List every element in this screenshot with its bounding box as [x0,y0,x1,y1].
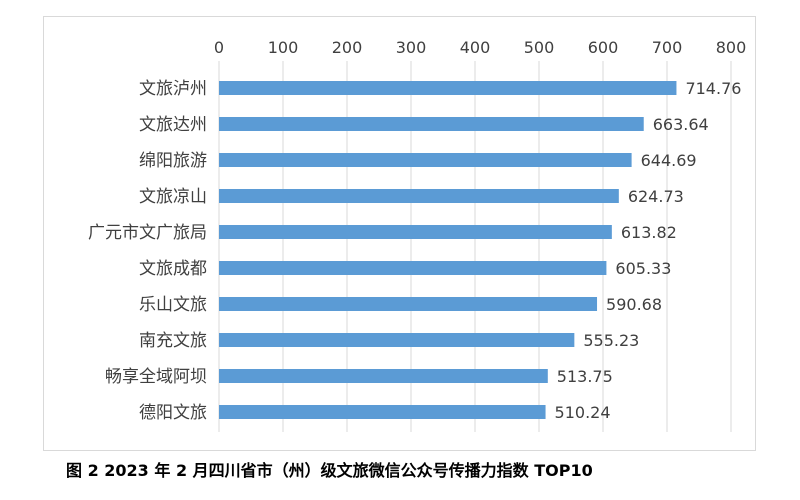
bar [219,297,598,311]
data-label: 605.33 [615,259,671,278]
category-label: 南充文旅 [139,331,207,351]
data-label: 624.73 [628,187,684,206]
chart-area: 0 100 200 300 400 500 600 700 800 文旅泸州 文旅达州 绵阳旅游 文旅… [43,16,756,451]
value-labels: 714.76 663.64 644.69 624.73 613.82 605.33 590.… [555,79,742,422]
bar [219,333,575,347]
x-tick-label: 400 [460,38,491,57]
figure-caption: 图 2 2023 年 2 月四川省市（州）级文旅微信公众号传播力指数 TOP10 [66,461,593,480]
category-label: 文旅凉山 [139,187,207,207]
data-label: 510.24 [555,403,611,422]
bar [219,261,607,275]
category-label: 文旅泸州 [139,79,207,99]
x-tick-label: 600 [588,38,619,57]
category-label: 绵阳旅游 [139,151,207,171]
category-label: 广元市文广旅局 [88,223,207,243]
x-tick-label: 100 [268,38,299,57]
bar [219,189,619,203]
bar [219,405,546,419]
bar-chart: 0 100 200 300 400 500 600 700 800 文旅泸州文旅达州绵阳旅游文旅… [88,38,746,432]
data-label: 555.23 [583,331,639,350]
x-tick-label: 200 [332,38,363,57]
category-label: 文旅成都 [139,259,207,279]
category-label: 文旅达州 [139,115,207,135]
x-tick-label: 0 [214,38,224,57]
data-label: 714.76 [685,79,741,98]
x-tick-label: 500 [524,38,555,57]
bar [219,81,677,95]
x-axis-tick-labels: 0 100 200 300 400 500 600 700 800 [214,38,746,57]
bar [219,117,644,131]
category-label: 德阳文旅 [139,403,207,423]
category-label: 乐山文旅 [139,295,207,315]
data-label: 644.69 [641,151,697,170]
bar [219,153,632,167]
category-label: 畅享全域阿坝 [105,367,207,387]
x-tick-label: 300 [396,38,427,57]
bar [219,225,612,239]
bars [219,81,677,419]
category-labels: 文旅泸州文旅达州绵阳旅游文旅凉山广元市文广旅局文旅成都乐山文旅南充文旅畅享全域阿… [88,79,207,423]
data-label: 513.75 [557,367,613,386]
x-tick-label: 800 [716,38,747,57]
data-label: 590.68 [606,295,662,314]
data-label: 663.64 [653,115,709,134]
x-tick-label: 700 [652,38,683,57]
data-label: 613.82 [621,223,677,242]
bar [219,369,548,383]
